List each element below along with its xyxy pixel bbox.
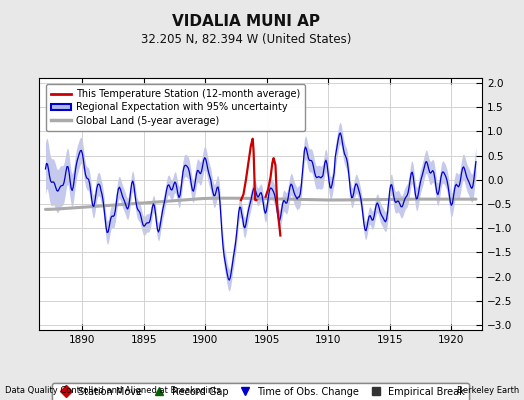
Legend: Station Move, Record Gap, Time of Obs. Change, Empirical Break: Station Move, Record Gap, Time of Obs. C… [52, 383, 469, 400]
Y-axis label: Temperature Anomaly (°C): Temperature Anomaly (°C) [523, 134, 524, 274]
Text: 32.205 N, 82.394 W (United States): 32.205 N, 82.394 W (United States) [141, 34, 352, 46]
Text: VIDALIA MUNI AP: VIDALIA MUNI AP [172, 14, 320, 30]
Text: Data Quality Controlled and Aligned at Breakpoints: Data Quality Controlled and Aligned at B… [5, 386, 221, 395]
Text: Berkeley Earth: Berkeley Earth [456, 386, 519, 395]
